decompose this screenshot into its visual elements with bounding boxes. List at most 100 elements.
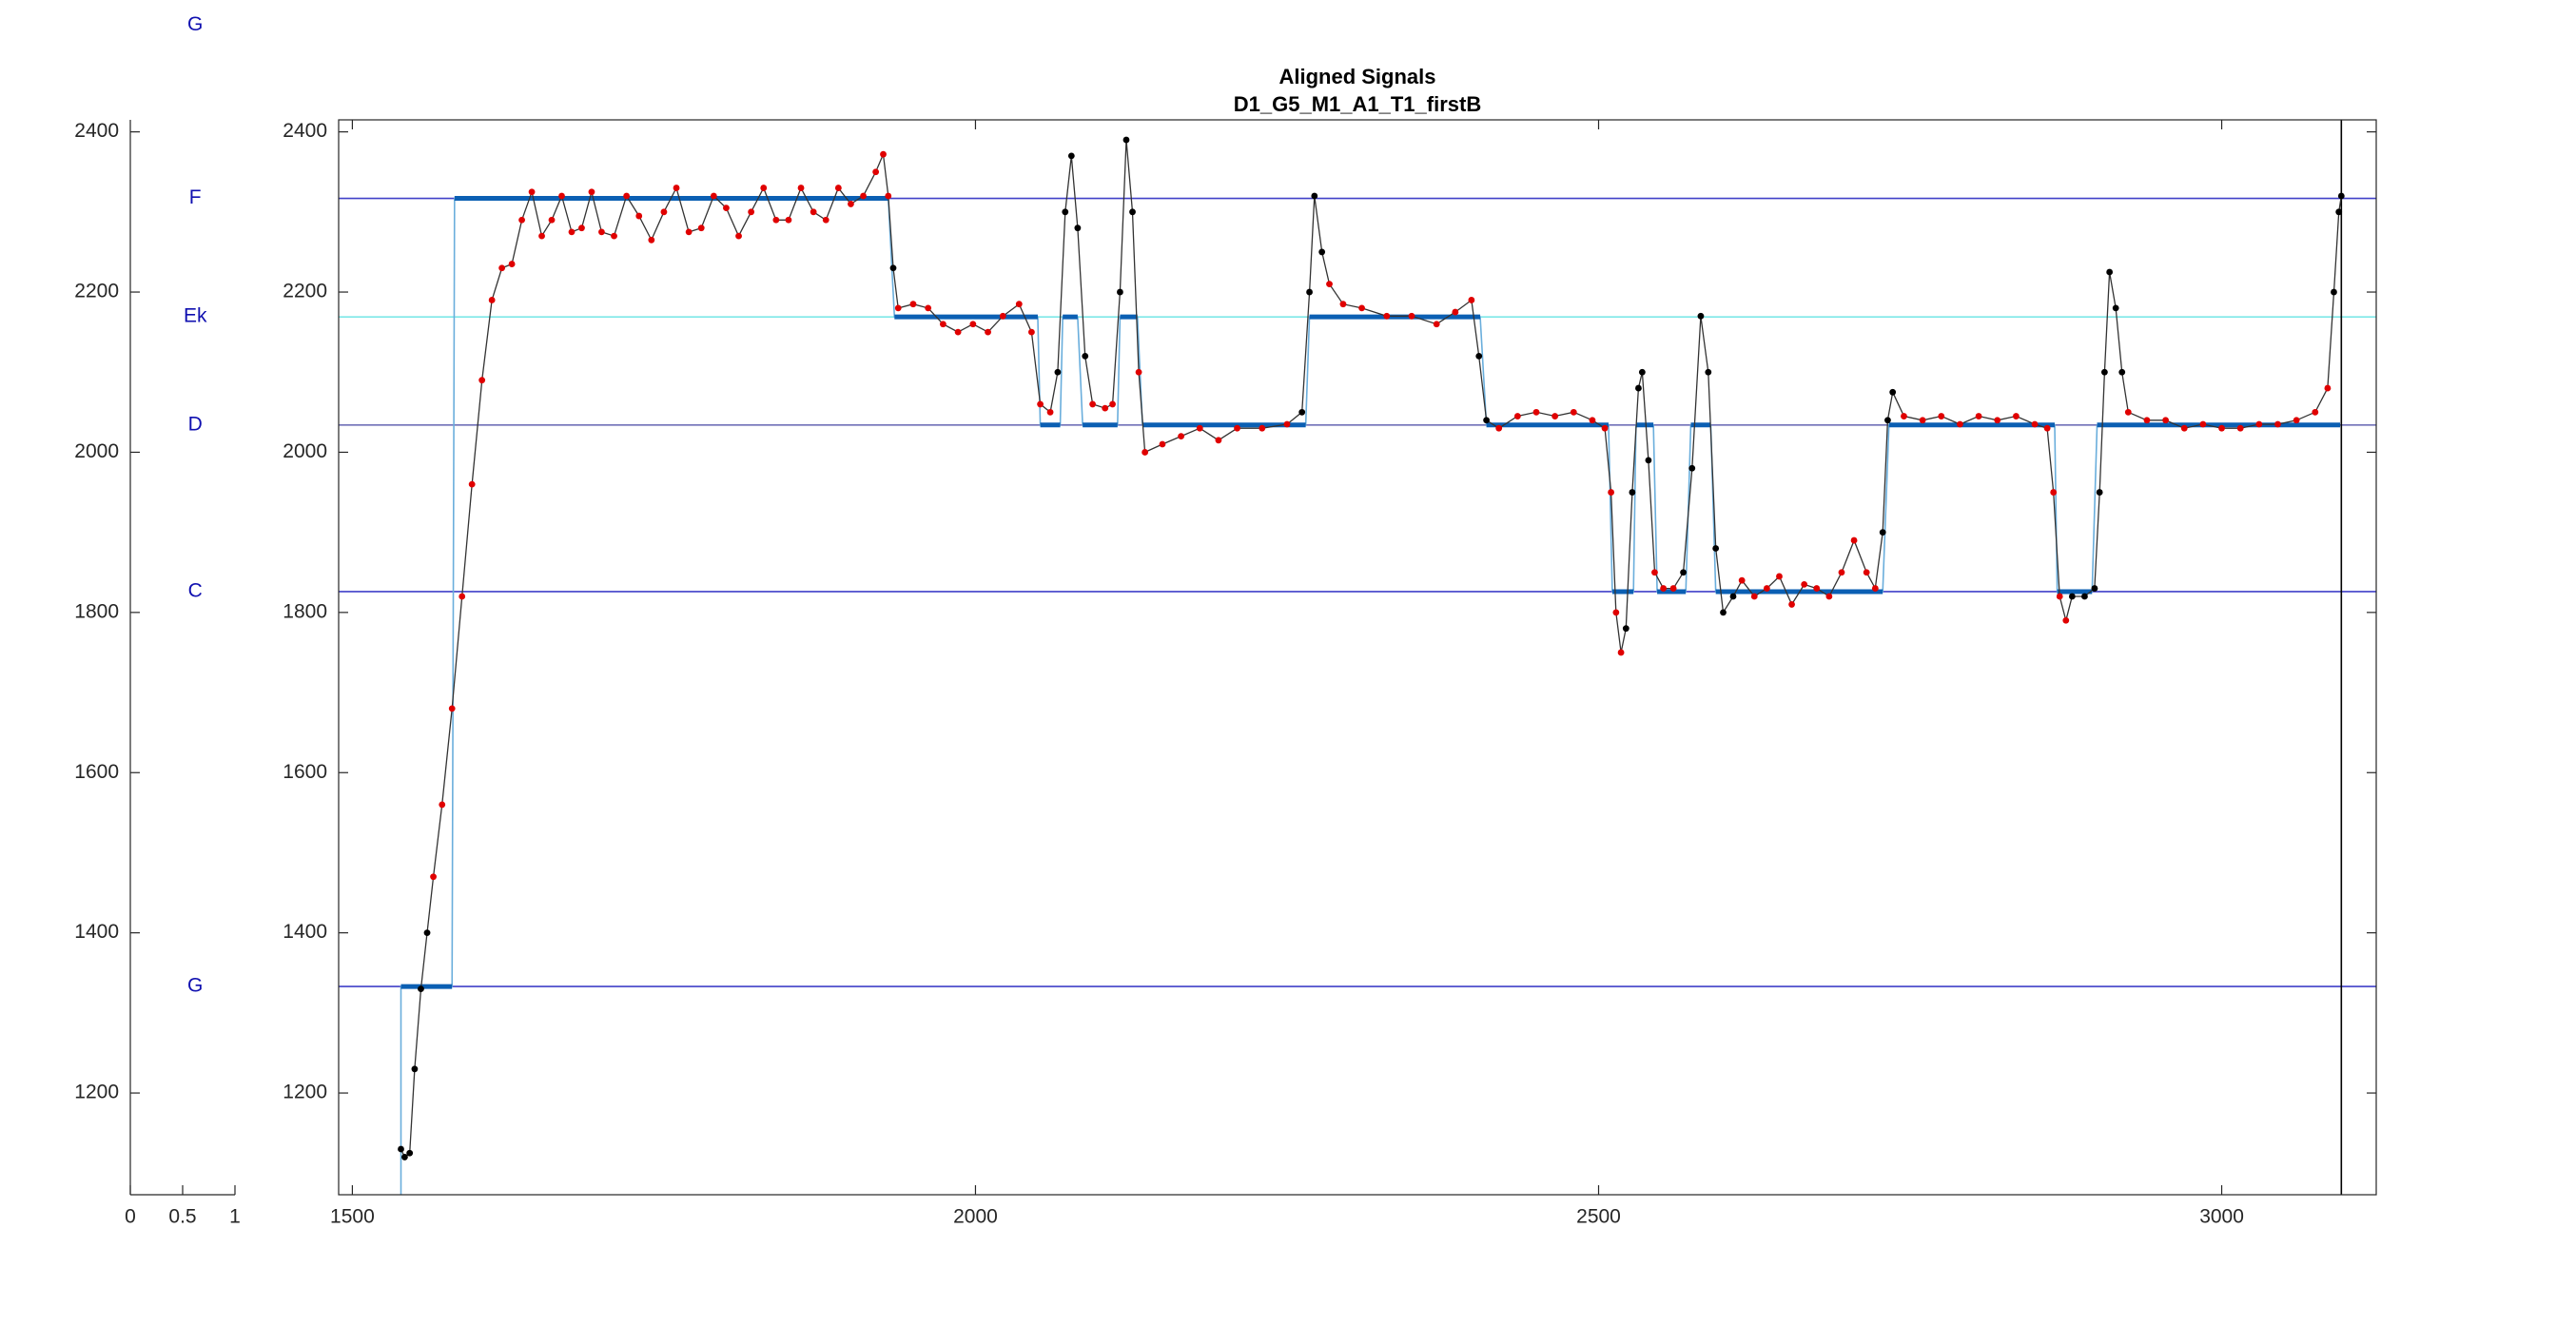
signal-point [1054,368,1062,376]
signal-point [1089,400,1097,408]
signal-point [760,185,768,191]
signal-point [1117,288,1123,296]
signal-point [1495,424,1503,432]
signal-point [723,205,730,212]
signal-point [1383,312,1391,320]
signal-point [1850,536,1858,544]
signal-point [2091,585,2098,592]
signal-point [1311,192,1318,200]
signal-point [822,216,829,224]
chart-subtitle: D1_G5_M1_A1_T1_firstB [1234,92,1481,116]
signal-point [1570,408,1577,416]
signal-point [1234,424,1240,432]
signal-point [1994,417,2001,424]
signal-point [1975,413,1982,419]
signal-point [498,264,506,272]
signal-point [2050,489,2058,496]
signal-point [685,228,693,236]
signal-point [635,212,643,220]
signal-point [1660,585,1668,592]
signal-point [1318,248,1326,256]
signal-point [611,232,617,240]
y-tick-label: 2200 [74,281,119,302]
signal-point [1037,400,1044,408]
y-tick-label: 2400 [74,120,119,142]
signal-point [1513,413,1521,419]
note-label: D [188,413,203,435]
signal-point [1738,576,1746,584]
signal-point [2101,368,2108,376]
signal-point [2096,489,2103,496]
signal-point [1358,304,1365,312]
signal-point [439,801,446,809]
signal-point [1135,368,1142,376]
signal-point [785,216,792,224]
note-label: F [189,186,202,208]
signal-point [1483,417,1490,424]
signal-point [2143,417,2151,424]
y-tick-label: 2400 [283,120,327,142]
signal-point [2331,288,2337,296]
signal-point [748,208,755,216]
signal-point [1283,420,1291,428]
signal-point [401,1154,408,1160]
signal-point [578,224,585,232]
signal-point [1082,352,1089,360]
signal-point [735,232,742,240]
signal-point [1919,417,1926,424]
signal-point [2199,420,2207,428]
signal-point [1159,440,1166,448]
y-tick-label: 1800 [283,600,327,622]
signal-point [1957,420,1963,428]
signal-point [2031,420,2039,428]
signal-point [2180,424,2188,432]
signal-point [673,185,680,191]
signal-point [2118,368,2126,376]
signal-point [1433,321,1440,328]
signal-point [2218,424,2225,432]
signal-point [1608,489,1615,496]
signal-point [2162,417,2169,424]
signal-point [1720,609,1727,616]
signal-point [1863,569,1870,576]
note-label: G [187,975,203,997]
signal-point [1339,301,1347,308]
signal-point [2312,408,2319,416]
signal-line [400,140,2342,1159]
signal-point [894,304,902,312]
note-label: C [188,580,203,602]
signal-point [1617,649,1625,656]
signal-point [1046,408,1054,416]
signal-point [848,201,854,207]
signal-point [508,261,516,267]
signal-point [2043,424,2051,432]
signal-point [1688,464,1696,472]
signal-point [1062,208,1069,216]
signal-point [925,304,932,312]
signal-point [2056,593,2063,600]
signal-point [468,480,476,488]
signal-point [2236,424,2244,432]
signal-point [1879,529,1886,536]
y-tick-label: 1600 [283,761,327,783]
signal-point [1142,449,1149,456]
y-tick-label: 1600 [74,761,119,783]
signal-point [538,232,545,240]
signal-point [969,321,977,328]
signal-point [1102,404,1109,412]
x-tick-label: 1500 [330,1206,375,1228]
signal-point [889,264,897,272]
signal-point [1801,580,1808,588]
signal-point [2337,192,2345,200]
signal-point [459,593,466,600]
signal-point [885,192,892,200]
signal-point [860,192,867,200]
signal-point [2124,408,2132,416]
signal-point [1638,368,1646,376]
y-tick-label: 1400 [74,921,119,943]
signal-point [2335,208,2343,216]
signal-point [1697,312,1705,320]
signal-point [1028,328,1035,336]
signal-point [1452,308,1459,316]
signal-point [1532,408,1540,416]
